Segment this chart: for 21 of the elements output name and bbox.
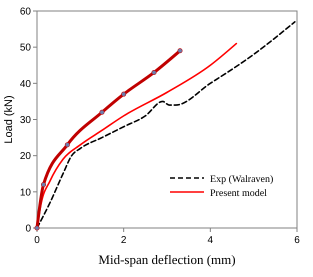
x-tick-label: 0 xyxy=(34,235,40,246)
x-tick-label: 2 xyxy=(120,235,127,246)
legend-label: Present model xyxy=(210,188,268,199)
point xyxy=(64,142,70,148)
legend-label: Exp (Walraven) xyxy=(210,174,274,185)
y-tick-label: 20 xyxy=(20,151,32,162)
point xyxy=(152,70,156,75)
y-tick-label: 10 xyxy=(20,187,32,198)
y-axis-title: Load (kN) xyxy=(3,95,15,144)
y-tick-label: 60 xyxy=(20,6,32,18)
point xyxy=(178,48,182,54)
x-tick-label: 6 xyxy=(294,235,300,246)
y-tick-label: 40 xyxy=(20,78,32,90)
x-axis-title: Mid-span deflection (mm) xyxy=(98,252,236,267)
x-tick-label: 4 xyxy=(208,235,214,246)
y-tick-label: 0 xyxy=(25,224,32,234)
point xyxy=(100,110,104,115)
point xyxy=(41,182,46,188)
y-tick-label: 30 xyxy=(20,115,32,126)
point xyxy=(121,92,126,97)
y-tick-label: 50 xyxy=(20,42,32,54)
